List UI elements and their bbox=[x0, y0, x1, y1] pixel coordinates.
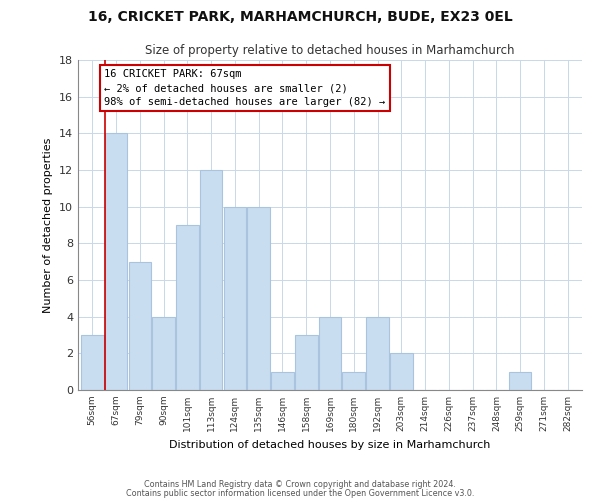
Bar bbox=[81, 335, 104, 390]
Text: Contains HM Land Registry data © Crown copyright and database right 2024.: Contains HM Land Registry data © Crown c… bbox=[144, 480, 456, 489]
Text: 16, CRICKET PARK, MARHAMCHURCH, BUDE, EX23 0EL: 16, CRICKET PARK, MARHAMCHURCH, BUDE, EX… bbox=[88, 10, 512, 24]
Bar bbox=[200, 170, 223, 390]
Bar bbox=[128, 262, 151, 390]
Bar bbox=[176, 225, 199, 390]
Bar bbox=[105, 134, 127, 390]
Bar bbox=[224, 206, 246, 390]
Bar bbox=[319, 316, 341, 390]
Y-axis label: Number of detached properties: Number of detached properties bbox=[43, 138, 53, 312]
Bar bbox=[271, 372, 294, 390]
Bar bbox=[366, 316, 389, 390]
Bar bbox=[247, 206, 270, 390]
X-axis label: Distribution of detached houses by size in Marhamchurch: Distribution of detached houses by size … bbox=[169, 440, 491, 450]
Bar bbox=[152, 316, 175, 390]
Title: Size of property relative to detached houses in Marhamchurch: Size of property relative to detached ho… bbox=[145, 44, 515, 58]
Text: 16 CRICKET PARK: 67sqm
← 2% of detached houses are smaller (2)
98% of semi-detac: 16 CRICKET PARK: 67sqm ← 2% of detached … bbox=[104, 69, 385, 107]
Text: Contains public sector information licensed under the Open Government Licence v3: Contains public sector information licen… bbox=[126, 488, 474, 498]
Bar bbox=[295, 335, 317, 390]
Bar bbox=[343, 372, 365, 390]
Bar bbox=[509, 372, 532, 390]
Bar bbox=[390, 354, 413, 390]
